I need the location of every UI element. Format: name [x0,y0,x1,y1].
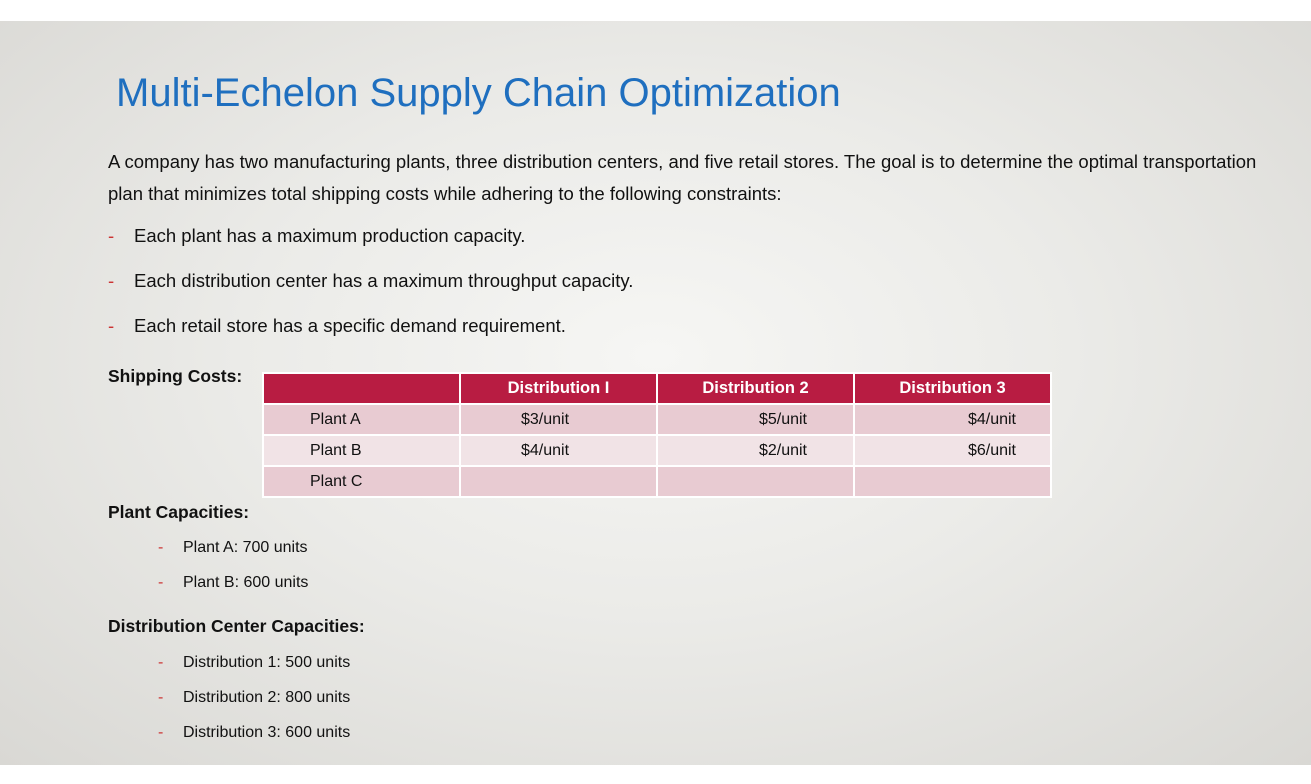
dc-capacities-list: Distribution 1: 500 units Distribution 2… [158,653,350,758]
constraint-item: Each retail store has a specific demand … [108,314,633,359]
list-item: Distribution 3: 600 units [158,723,350,758]
header-cell-distribution-1: Distribution I [461,374,656,403]
list-item: Plant A: 700 units [158,538,308,573]
table-header-row: Distribution I Distribution 2 Distributi… [264,374,1050,403]
shipping-costs-label: Shipping Costs: [108,366,243,386]
constraints-list: Each plant has a maximum production capa… [108,224,633,359]
table-row: Plant C [264,467,1050,496]
cost-cell [461,467,656,496]
list-item: Distribution 1: 500 units [158,653,350,688]
list-item: Plant B: 600 units [158,573,308,608]
table-row: Plant B $4/unit $2/unit $6/unit [264,436,1050,465]
slide: Multi-Echelon Supply Chain Optimization … [0,21,1311,765]
table-row: Plant A $3/unit $5/unit $4/unit [264,405,1050,434]
slide-title: Multi-Echelon Supply Chain Optimization [116,71,841,115]
constraint-item: Each plant has a maximum production capa… [108,224,633,269]
dc-capacities-label: Distribution Center Capacities: [108,616,365,636]
plant-cell: Plant A [264,405,459,434]
intro-paragraph: A company has two manufacturing plants, … [108,151,1257,204]
cost-cell: $4/unit [461,436,656,465]
cost-cell: $3/unit [461,405,656,434]
list-item: Distribution 2: 800 units [158,688,350,723]
shipping-costs-table: Distribution I Distribution 2 Distributi… [262,372,1052,498]
constraint-item: Each distribution center has a maximum t… [108,269,633,314]
cost-cell: $6/unit [855,436,1050,465]
cost-cell: $4/unit [855,405,1050,434]
cost-cell [855,467,1050,496]
cost-cell: $5/unit [658,405,853,434]
plant-cell: Plant B [264,436,459,465]
cost-cell: $2/unit [658,436,853,465]
plant-cell: Plant C [264,467,459,496]
header-cell-distribution-2: Distribution 2 [658,374,853,403]
plant-capacities-list: Plant A: 700 units Plant B: 600 units [158,538,308,608]
plant-capacities-label: Plant Capacities: [108,502,250,522]
header-cell-blank [264,374,459,403]
cost-cell [658,467,853,496]
header-cell-distribution-3: Distribution 3 [855,374,1050,403]
